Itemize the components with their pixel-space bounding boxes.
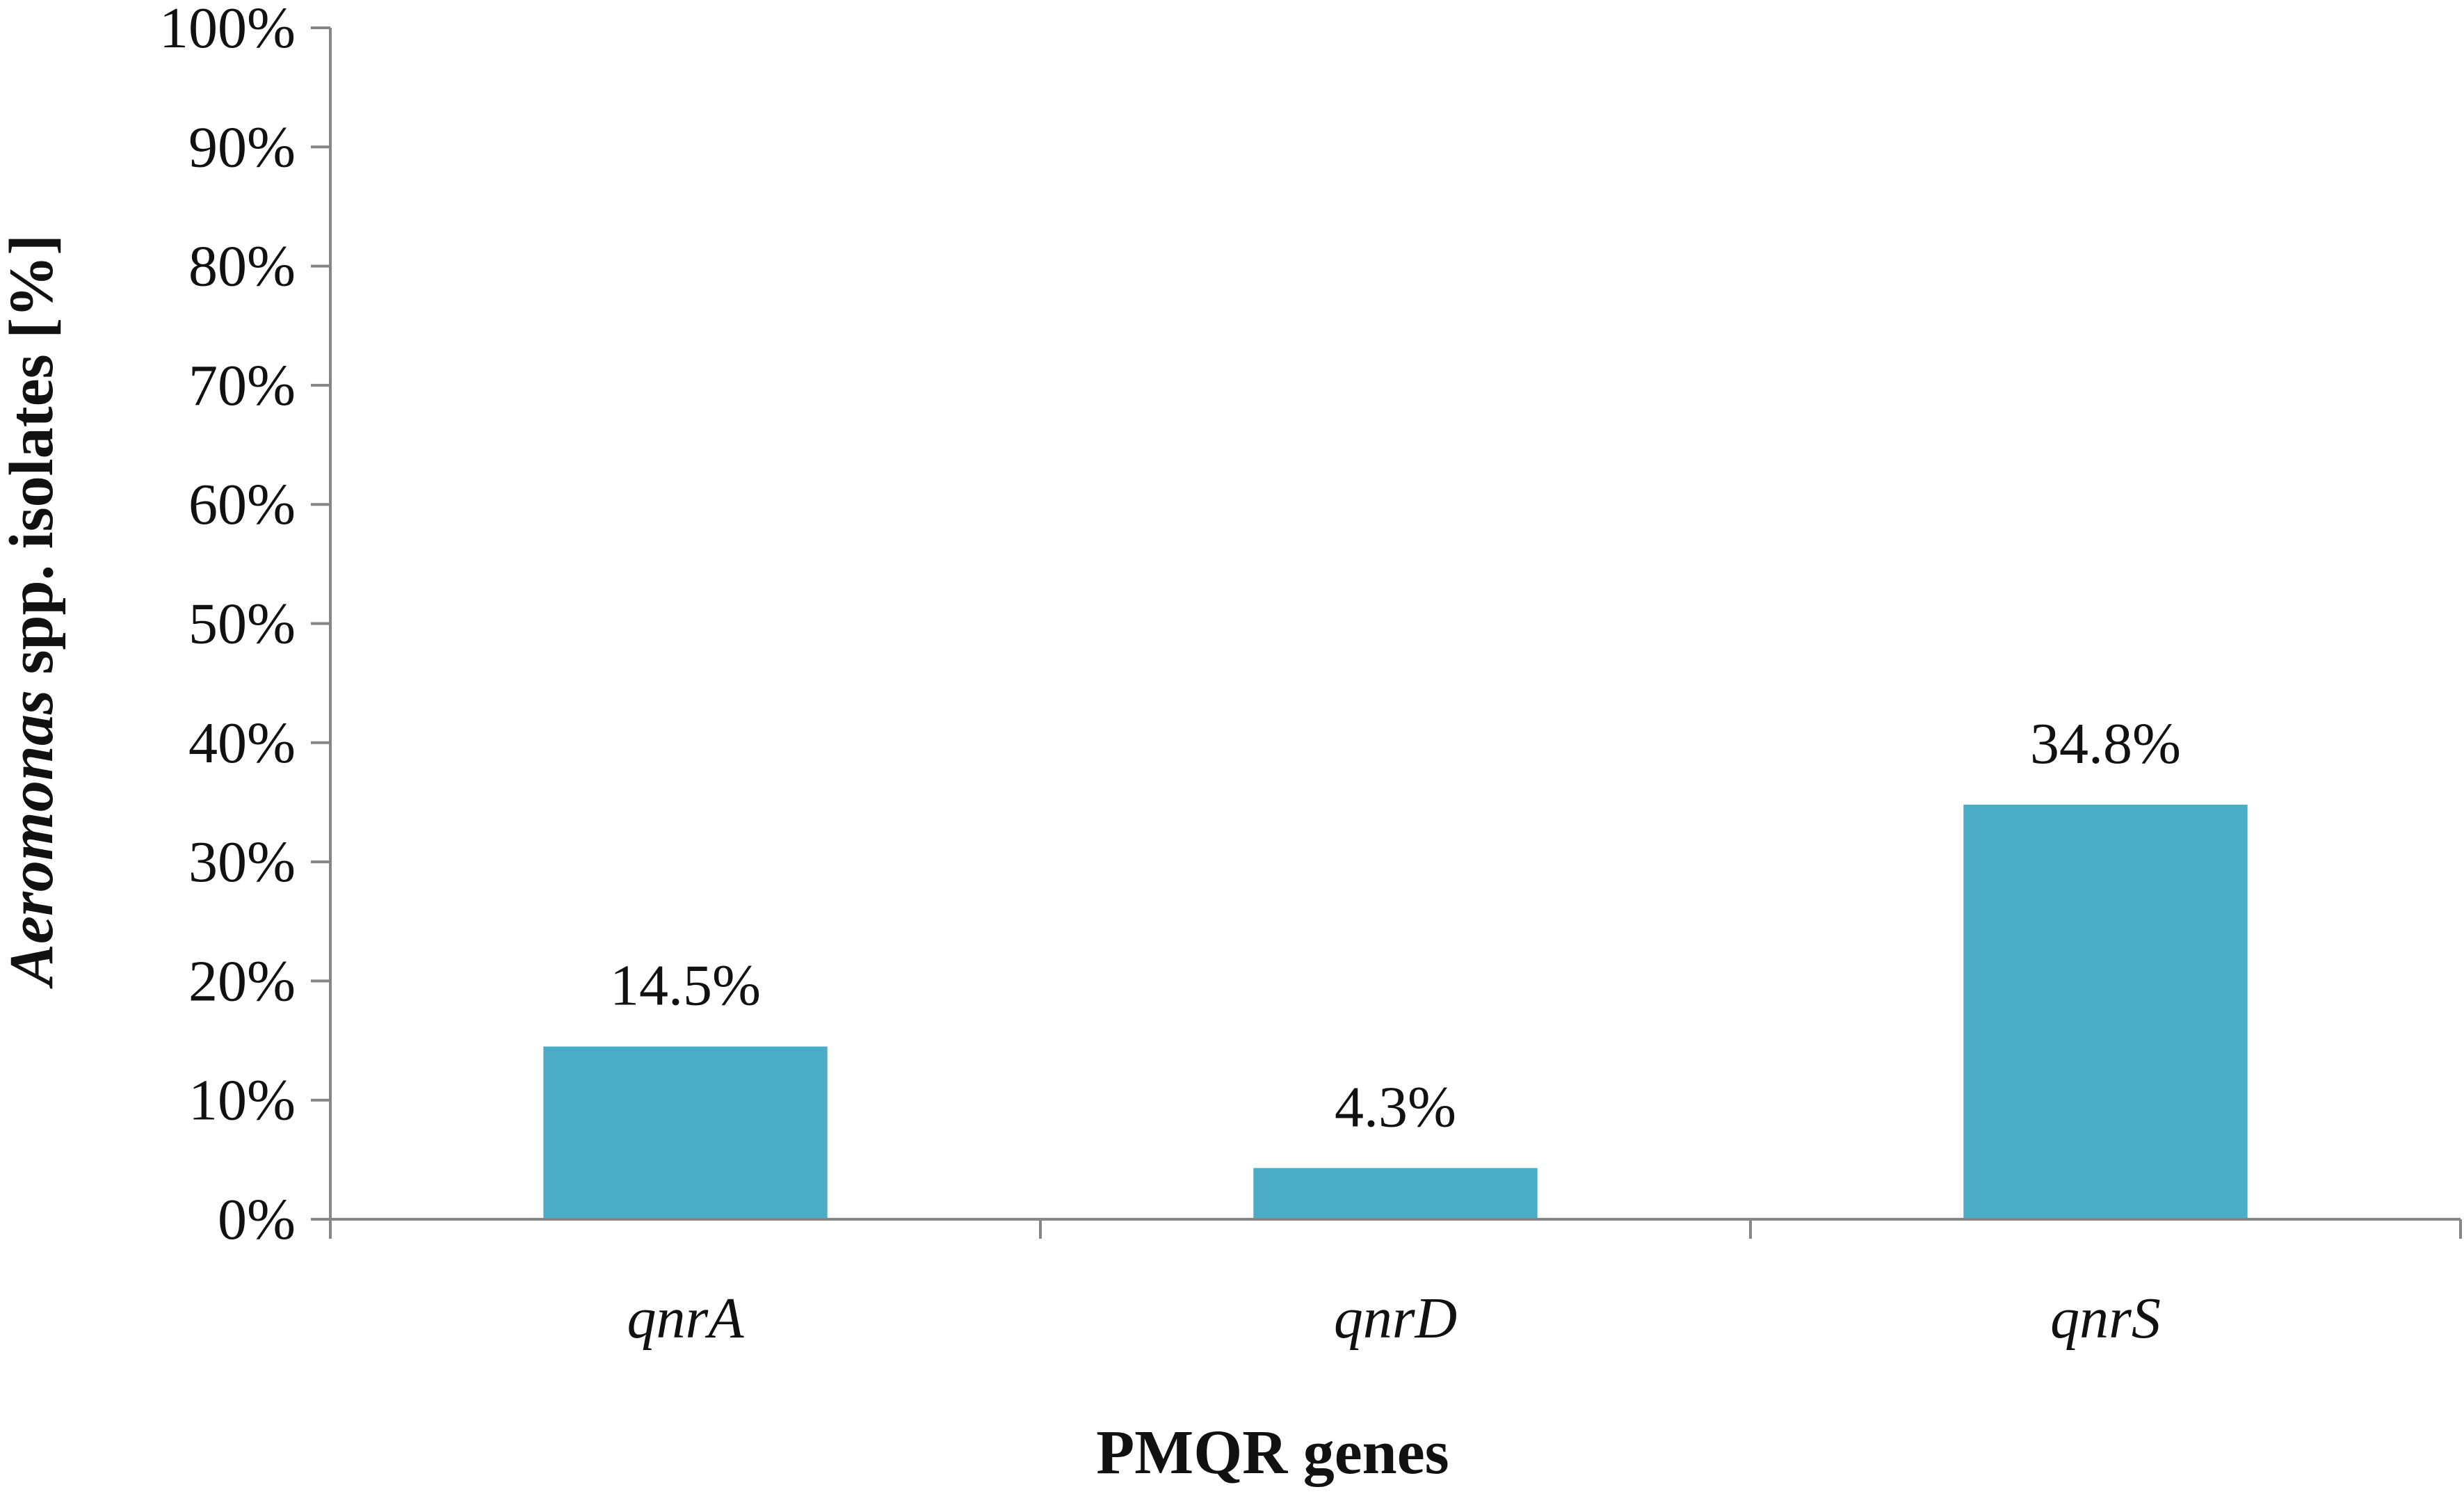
y-tick-label: 40% xyxy=(188,711,296,776)
y-tick-label: 100% xyxy=(159,0,296,61)
x-axis-title: PMQR genes xyxy=(1096,1418,1449,1487)
x-tick-label-qnrD: qnrD xyxy=(1334,1286,1457,1351)
bars xyxy=(543,804,2248,1219)
bar-qnrD xyxy=(1253,1168,1538,1219)
bar-qnrA xyxy=(543,1046,828,1219)
y-tick-label: 70% xyxy=(188,353,296,418)
y-tick-label: 30% xyxy=(188,830,296,894)
y-tick-label: 90% xyxy=(188,115,296,179)
y-axis-title-italic: Aeromonas xyxy=(0,690,66,989)
data-label-qnrA: 14.5% xyxy=(610,954,761,1018)
y-tick-label: 0% xyxy=(218,1187,296,1252)
y-axis-ticks: 0% 10% 20% 30% 40% 50% 60% 70% 80% 90% 100% xyxy=(159,0,330,1252)
x-tick-label-qnrA: qnrA xyxy=(627,1286,745,1351)
data-label-qnrS: 34.8% xyxy=(2030,712,2181,776)
data-labels: 14.5% 4.3% 34.8% xyxy=(610,712,2181,1139)
y-axis-title-rest: spp. isolates [%] xyxy=(0,234,66,690)
y-axis-title: Aeromonas spp. isolates [%] xyxy=(0,234,66,989)
data-label-qnrD: 4.3% xyxy=(1335,1075,1456,1139)
y-tick-label: 60% xyxy=(188,472,296,537)
axes xyxy=(329,28,2462,1239)
y-tick-label: 10% xyxy=(188,1068,296,1133)
x-tick-label-qnrS: qnrS xyxy=(2050,1286,2161,1351)
bar-qnrS xyxy=(1963,804,2248,1219)
x-axis-labels: qnrA qnrD qnrS xyxy=(627,1286,2161,1351)
y-tick-label: 80% xyxy=(188,234,296,299)
y-tick-label: 50% xyxy=(188,592,296,657)
y-tick-label: 20% xyxy=(188,949,296,1013)
